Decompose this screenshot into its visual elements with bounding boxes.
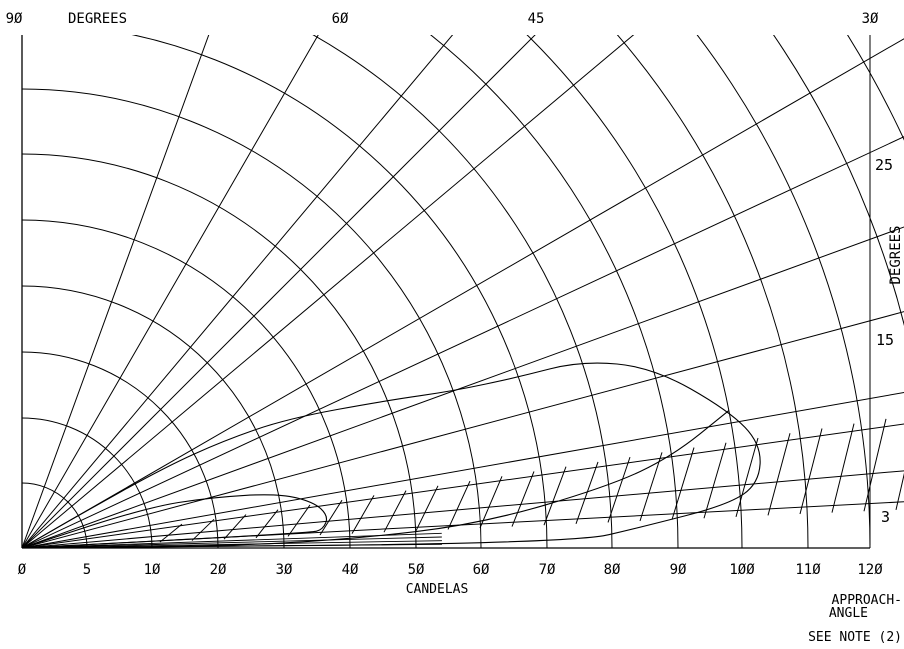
radial-line-20-deg xyxy=(22,226,904,548)
radial-line-50-deg xyxy=(22,35,454,548)
x-tick-label-0: Ø xyxy=(18,562,27,578)
hatch-stroke xyxy=(223,514,247,540)
x-tick-label-50: 5Ø xyxy=(408,562,425,578)
arc-170-candela xyxy=(22,0,904,548)
candela-curves xyxy=(22,362,761,548)
top-angle-label-30: 3Ø xyxy=(862,11,879,27)
radial-line-8-deg xyxy=(22,423,904,548)
x-axis-label: CANDELAS xyxy=(406,582,469,597)
top-angle-label-60: 6Ø xyxy=(332,11,349,27)
x-tick-label-120: 12Ø xyxy=(857,562,883,578)
candela-curve-2 xyxy=(22,362,761,548)
hatch-stroke xyxy=(159,523,183,543)
radial-line-5-deg xyxy=(22,470,904,548)
radial-line-25-deg xyxy=(22,136,904,548)
hatch-stroke xyxy=(543,466,567,526)
hatch-stroke xyxy=(863,418,887,512)
x-tick-label-5: 5 xyxy=(83,562,91,578)
candela-curve-3 xyxy=(22,410,730,548)
radial-line-45-deg xyxy=(22,35,536,548)
right-axis-label: DEGREES xyxy=(888,225,904,284)
hatch-stroke xyxy=(575,461,599,524)
hatch-stroke xyxy=(895,472,904,510)
hatch-stroke xyxy=(415,485,439,532)
x-tick-label-60: 6Ø xyxy=(473,562,490,578)
x-tick-label-80: 8Ø xyxy=(604,562,621,578)
hatch-stroke xyxy=(671,447,695,520)
arc-80-candela xyxy=(312,35,613,548)
radial-line-40-deg xyxy=(22,35,635,548)
plot-frame xyxy=(21,35,871,549)
hatch-stroke xyxy=(479,476,503,529)
arc-120-candela xyxy=(696,35,871,548)
approach-angle-label-line1: APPROACH- xyxy=(832,593,902,608)
hatch-stroke xyxy=(511,471,535,527)
chart-grid xyxy=(22,0,904,548)
right-angle-label-25: 25 xyxy=(875,156,893,174)
hatch-stroke xyxy=(319,499,343,536)
top-angle-label-45: 45 xyxy=(528,11,545,27)
radial-line-3-deg xyxy=(22,501,904,548)
right-angle-label-3: 3 xyxy=(881,508,890,526)
hatch-stroke xyxy=(383,490,407,533)
radial-line-1-deg xyxy=(22,540,442,548)
x-tick-label-70: 7Ø xyxy=(539,562,556,578)
arc-110-candela xyxy=(616,35,809,548)
hatch-stroke xyxy=(607,456,631,523)
chart-labels: Ø 5 1Ø 2Ø 3Ø 4Ø 5Ø 6Ø 7Ø 8Ø 9Ø 1ØØ 11Ø 12Ø CANDELAS 9Ø 6… xyxy=(6,11,904,645)
hatch-stroke xyxy=(767,433,791,516)
hatch-stroke xyxy=(831,423,855,513)
x-tick-label-110: 11Ø xyxy=(795,562,821,578)
hatch-stroke xyxy=(799,428,823,515)
arc-100-candela xyxy=(526,35,743,548)
hatch-stroke xyxy=(255,509,279,539)
x-tick-label-40: 4Ø xyxy=(342,562,359,578)
arc-160-candela xyxy=(22,0,904,548)
radial-line-30-deg xyxy=(22,38,904,548)
radial-line-2-deg xyxy=(22,532,442,548)
hatch-stroke xyxy=(287,504,311,537)
candela-curve-1 xyxy=(22,494,328,548)
radial-line-60-deg xyxy=(22,35,319,548)
hatch-stroke xyxy=(447,480,471,530)
right-angle-label-15: 15 xyxy=(876,331,894,349)
hatch-stroke xyxy=(703,442,727,519)
hatch-stroke xyxy=(735,437,759,517)
approach-angle-label-line2: ANGLE xyxy=(829,606,868,621)
see-note-label: SEE NOTE (2) xyxy=(808,630,902,645)
x-tick-label-100: 1ØØ xyxy=(729,562,755,578)
hatch-stroke xyxy=(191,518,215,541)
hatched-band xyxy=(159,418,904,543)
radial-line-10-deg xyxy=(22,391,904,548)
top-axis-label: DEGREES xyxy=(68,11,127,27)
x-tick-label-20: 2Ø xyxy=(210,562,227,578)
arc-140-candela xyxy=(846,35,904,141)
top-angle-label-90: 9Ø xyxy=(6,11,23,27)
x-tick-label-10: 1Ø xyxy=(144,562,161,578)
arc-150-candela xyxy=(22,0,904,548)
x-tick-label-90: 9Ø xyxy=(670,562,687,578)
hatch-stroke xyxy=(639,452,663,522)
arc-130-candela xyxy=(772,35,904,327)
hatch-stroke xyxy=(351,495,375,534)
radial-line-70-deg xyxy=(22,35,210,548)
radial-line-1.5-deg xyxy=(22,536,442,548)
radial-line-15-deg xyxy=(22,311,904,548)
x-tick-label-30: 3Ø xyxy=(276,562,293,578)
